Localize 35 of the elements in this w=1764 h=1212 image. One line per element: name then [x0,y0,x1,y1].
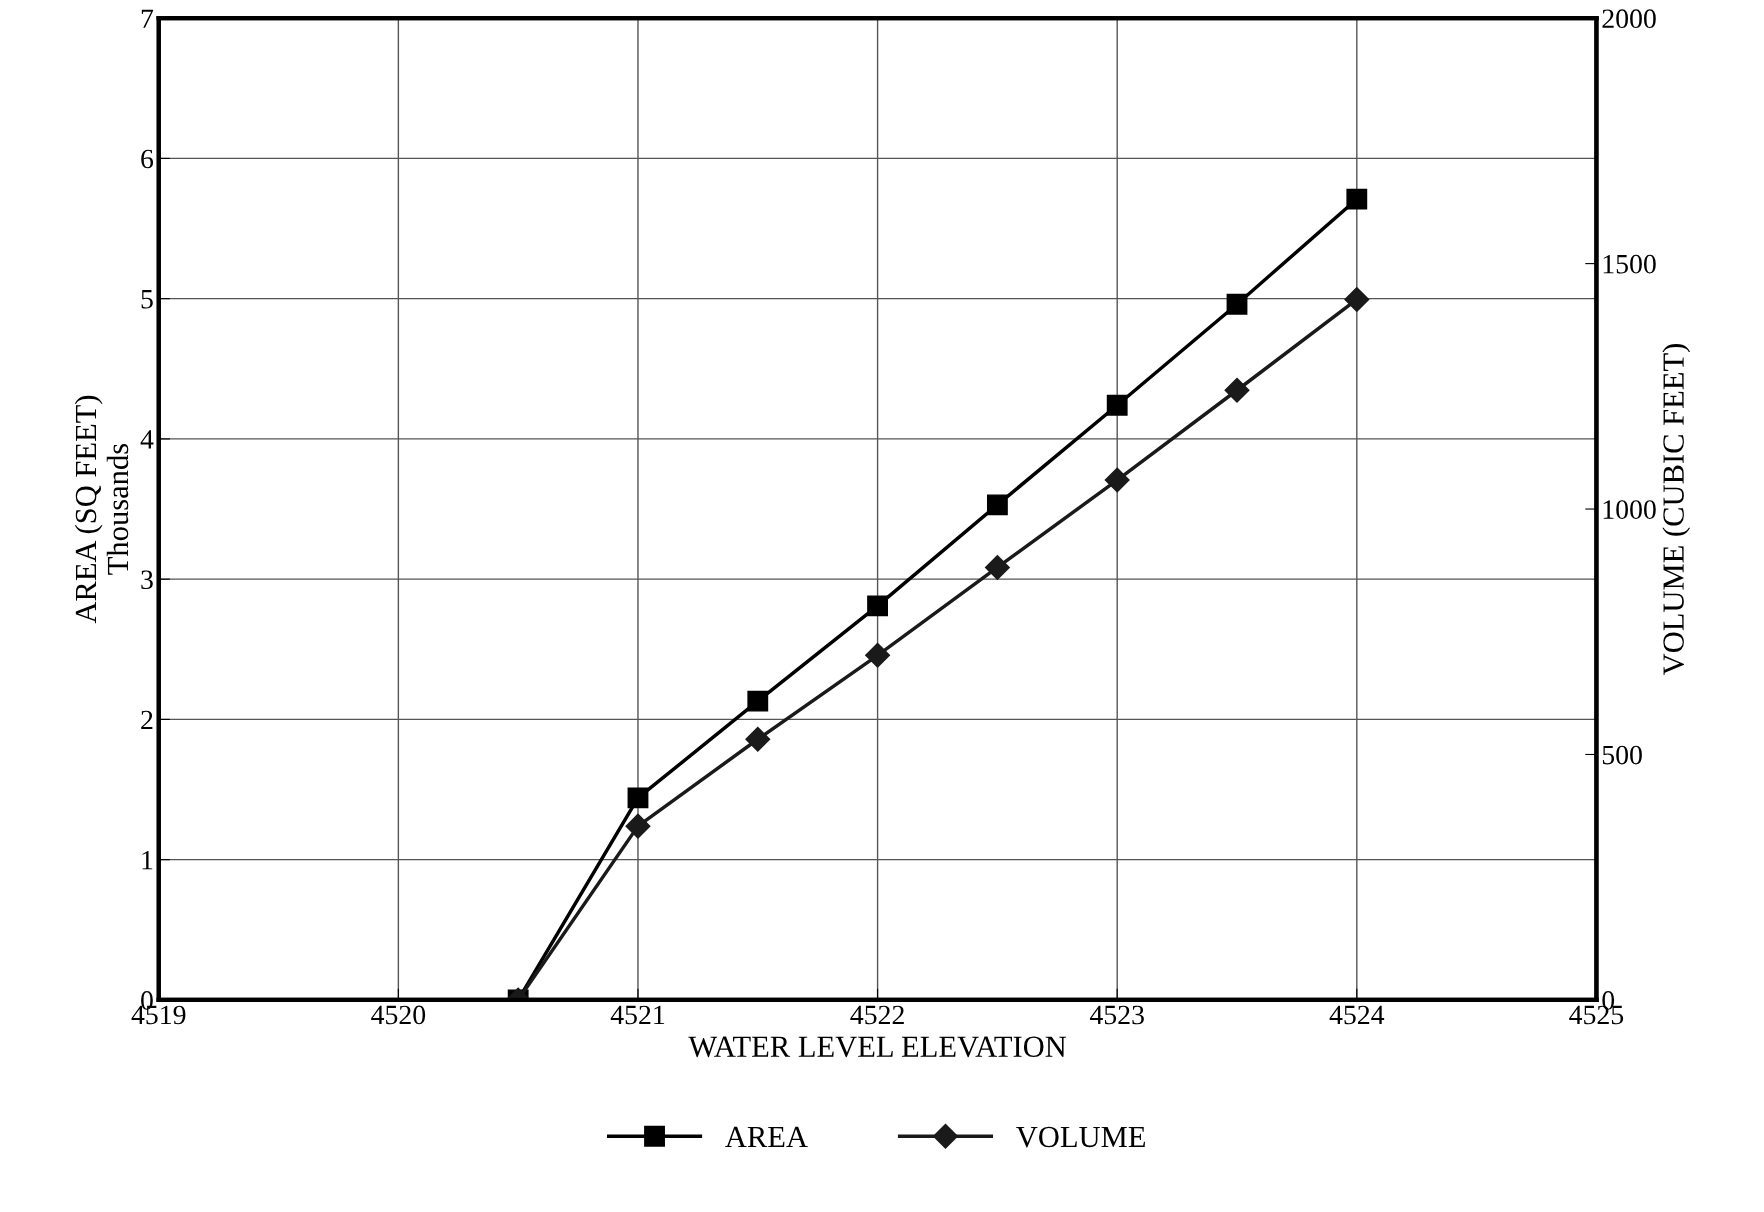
point [1104,467,1130,493]
y-tick-label: 7 [141,9,154,28]
point [867,595,889,617]
point [986,494,1008,516]
y-tick-label: 1 [142,850,153,870]
y-tick-label: 6 [141,149,154,169]
x-axis-title: WATER LEVEL ELEVATION [688,1036,1067,1058]
y-tick-label: 4 [140,430,154,449]
y2-tick-label: 500 [1602,745,1642,765]
x-tick-label: 4524 [1329,1005,1385,1025]
x-tick-label: 4520 [371,1005,426,1025]
legend-label: AREA [725,1126,808,1147]
point [745,726,771,752]
y2-tick-label: 2000 [1602,9,1656,29]
x-tick-label: 4521 [610,1005,665,1025]
legend-label: VOLUME [1016,1126,1145,1148]
x-tick-label: 4522 [850,1005,904,1025]
y2-tick-label: 1500 [1603,254,1656,274]
y2-tick-label: 1000 [1603,500,1656,519]
x-tick-label: 4523 [1089,1005,1144,1025]
point [747,690,769,712]
point [1226,293,1248,315]
point [625,813,651,839]
point [984,554,1010,580]
point [627,787,649,809]
point [1346,188,1368,210]
point [865,642,891,668]
point [1106,394,1128,416]
y-tick-label: 3 [141,570,153,590]
y-tick-label: 2 [141,710,153,730]
point [1224,377,1250,403]
y-tick-label: 5 [141,290,153,309]
y2-axis-title: VOLUME (CUBIC FEET) [1662,344,1691,676]
y-axis-title: AREA (SQ FEET) Thousands [74,395,129,624]
point [1344,286,1370,312]
